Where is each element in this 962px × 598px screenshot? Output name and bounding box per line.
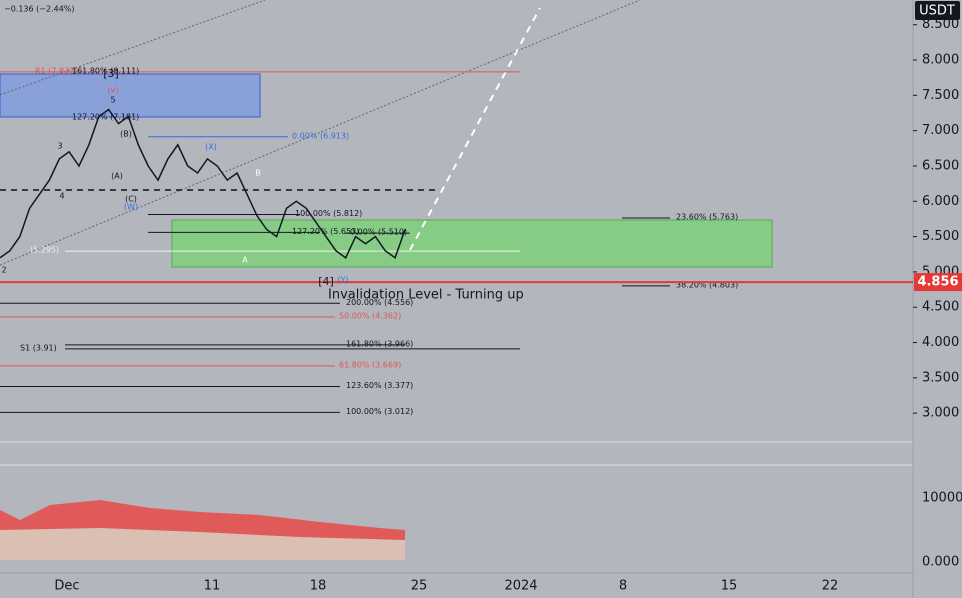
date-label: 22 <box>822 579 839 594</box>
y-tick-label: 4.000 <box>922 335 959 350</box>
wave-label: A <box>242 256 248 265</box>
wave-label: 3 <box>57 142 62 151</box>
level-label: 23.60% (5.763) <box>676 213 738 222</box>
invalidation-price: 4.856 <box>917 275 958 290</box>
y-tick-label: 4.500 <box>922 300 959 315</box>
currency-badge <box>915 1 960 20</box>
y-tick-label: 6.000 <box>922 194 959 209</box>
wave-label: (W) <box>124 203 138 212</box>
channel-line <box>0 0 266 96</box>
date-label: Dec <box>54 579 79 594</box>
wave-label: (A) <box>111 172 123 181</box>
level-label: 200.00% (4.556) <box>346 298 413 307</box>
level-label: 50.00% (4.362) <box>339 311 401 320</box>
level-label: 127.20% (5.653) <box>292 227 359 236</box>
wave-label: (C) <box>125 195 137 204</box>
level-label: 38.20% (4.803) <box>676 280 738 289</box>
level-label: 161.80% (8.111) <box>72 66 139 75</box>
y-tick-label: 3.000 <box>922 406 959 421</box>
level-label: R1 (7.832) <box>35 66 77 75</box>
y-tick-label: 7.500 <box>922 88 959 103</box>
wave-label: [3] <box>103 67 119 80</box>
y-tick-label: 8.000 <box>922 53 959 68</box>
change-label: −0.136 (−2.44%) <box>4 5 75 14</box>
projection <box>409 7 541 251</box>
wave-label: 4 <box>59 192 64 201</box>
y-tick-label: 8.500 <box>922 17 959 32</box>
date-label: 8 <box>619 579 627 594</box>
level-label: 161.80% (3.966) <box>346 339 413 348</box>
date-label: 11 <box>204 579 221 594</box>
date-label: 2024 <box>504 579 537 594</box>
target-box <box>0 73 261 118</box>
currency: USDT <box>919 4 955 19</box>
level-label: 123.60% (3.377) <box>346 381 413 390</box>
level-label: S1 (3.91) <box>20 343 57 352</box>
level-label: 0.00% (6.913) <box>292 131 349 140</box>
level-label: 100.00% (3.012) <box>346 407 413 416</box>
price-line <box>0 108 406 259</box>
wave-label: 5 <box>110 96 115 105</box>
channel-line <box>0 0 641 266</box>
invalidation-badge <box>914 273 962 292</box>
level-label: 100.00% (5.812) <box>295 209 362 218</box>
y-tick-label: 7.000 <box>922 123 959 138</box>
wave-label: 2 <box>1 266 6 275</box>
level-label: 127.20% (7.181) <box>72 112 139 121</box>
level-label: 0.00% (5.510) <box>350 228 407 237</box>
date-label: 25 <box>411 579 428 594</box>
date-label: 15 <box>721 579 738 594</box>
invalidation-text: Invalidation Level - Turning up <box>328 288 524 303</box>
y-tick-label: 5.500 <box>922 229 959 244</box>
wave-label: (X) <box>205 143 217 152</box>
volume-tick-label: 0.000 <box>922 555 959 570</box>
support-zone <box>171 219 773 268</box>
level-label: (5.295) <box>30 246 59 255</box>
wave-label: B <box>255 169 261 178</box>
date-label: 18 <box>310 579 327 594</box>
wave-label: (Y) <box>337 276 348 285</box>
level-label: 61.80% (3.669) <box>339 360 401 369</box>
wave-label: [4] <box>318 275 334 288</box>
volume-band <box>0 528 405 560</box>
y-tick-label: 6.500 <box>922 158 959 173</box>
wave-label: (v) <box>108 86 119 95</box>
wave-label: (B) <box>120 130 132 139</box>
y-tick-label: 3.500 <box>922 370 959 385</box>
